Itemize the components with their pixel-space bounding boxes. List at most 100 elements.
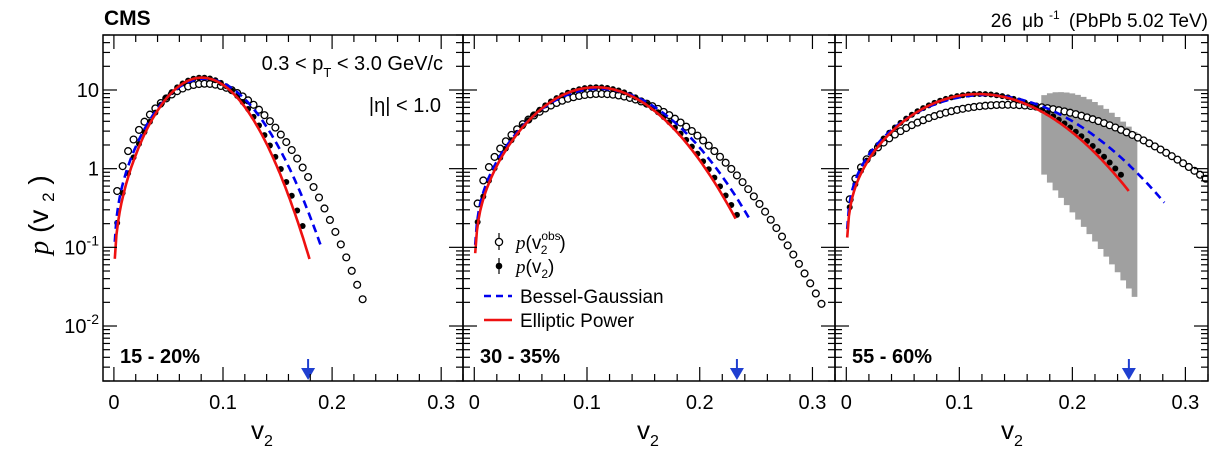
y-axis-title: p (v 2 ) xyxy=(23,175,60,256)
obs-point xyxy=(267,118,274,125)
centrality-label: 15 - 20% xyxy=(120,346,200,368)
uncertainty-band xyxy=(1041,92,1137,297)
legend-obs-sup: obs xyxy=(541,229,560,243)
x-tick-label: 0.2 xyxy=(686,392,714,414)
obs-point xyxy=(316,194,323,201)
x-tick-label: 0.3 xyxy=(427,392,455,414)
obs-point xyxy=(480,177,487,184)
obs-point xyxy=(332,229,339,236)
obs-point xyxy=(784,242,791,249)
obs-point xyxy=(739,179,746,186)
panel-frame xyxy=(463,35,835,381)
panel-2: 0 0.1 0.2 0.3 30 - 35% xyxy=(463,35,835,414)
obs-point xyxy=(294,155,301,162)
legend-obs-sub: 2 xyxy=(541,243,548,257)
obs-point xyxy=(288,147,295,154)
obs-point xyxy=(722,159,729,166)
svg-text:v2: v2 xyxy=(1001,415,1023,450)
x-tick-label: 0.1 xyxy=(573,392,601,414)
x-tick-label: 0.1 xyxy=(209,392,237,414)
obs-point xyxy=(801,270,808,277)
legend-obs-arg: (v xyxy=(526,233,542,254)
plot-area xyxy=(846,91,1209,297)
y-axis-func: p xyxy=(24,241,55,257)
centrality-label: 55 - 60% xyxy=(852,346,932,368)
x-tick-label: 0.3 xyxy=(799,392,827,414)
obs-point xyxy=(343,254,350,261)
pt-cut-sub: T xyxy=(323,65,331,80)
legend: p(vobs 2) p(v2) Bessel-Gaussian Elliptic … xyxy=(484,229,664,332)
lumi-system: (PbPb 5.02 TeV) xyxy=(1069,11,1208,32)
legend-unf-func: p xyxy=(514,257,526,278)
obs-point xyxy=(711,148,718,155)
svg-text:p(v2): p(v2) xyxy=(514,257,554,281)
x-axis-base: v xyxy=(251,415,264,445)
obs-point xyxy=(790,251,797,258)
elliptic-power-curve xyxy=(475,87,735,253)
obs-point xyxy=(119,163,126,170)
pt-cut-right: < 3.0 GeV/c xyxy=(331,53,443,75)
obs-point xyxy=(750,193,757,200)
obs-point xyxy=(321,205,328,212)
y-tick-label: 10 xyxy=(77,80,99,102)
svg-text:26 μb -1 (Pb: 26 μb -1 (PbPb 5.02 TeV) xyxy=(991,3,1208,32)
y-tick-label: 10-1 xyxy=(64,232,99,259)
x-axis-base: v xyxy=(637,415,650,445)
obs-point xyxy=(762,208,769,215)
obs-point xyxy=(130,136,137,143)
obs-point xyxy=(773,225,780,232)
obs-point xyxy=(818,300,825,307)
obs-point xyxy=(700,137,707,144)
obs-point xyxy=(337,241,344,248)
obs-point xyxy=(114,188,121,195)
x-tick-label: 0.2 xyxy=(318,392,346,414)
obs-point xyxy=(354,281,361,288)
obs-point xyxy=(717,153,724,160)
obs-point xyxy=(359,296,366,303)
y-axis-close: ) xyxy=(23,175,54,184)
obs-point xyxy=(283,139,290,146)
limit-arrow xyxy=(301,368,315,380)
unfolded-point xyxy=(1118,172,1124,178)
legend-obs-close: ) xyxy=(559,233,565,254)
eta-cut-label: |η| < 1.0 xyxy=(369,95,441,117)
svg-text:v2: v2 xyxy=(637,415,659,450)
legend-bessel-gaussian: Bessel-Gaussian xyxy=(484,287,664,308)
limit-arrow xyxy=(1122,368,1136,380)
obs-point xyxy=(272,124,279,131)
obs-point xyxy=(756,201,763,208)
pt-cut-left: 0.3 < p xyxy=(262,53,324,75)
obs-point xyxy=(327,217,334,224)
x-axis-base: v xyxy=(1001,415,1014,445)
x-tick-label: 0 xyxy=(469,392,480,414)
svg-text:v2: v2 xyxy=(251,415,273,450)
y-tick-label: 1 xyxy=(88,159,99,181)
luminosity-label: 26 μb -1 (PbPb 5.02 TeV) xyxy=(991,3,1208,32)
x-tick-label: 0.1 xyxy=(945,392,973,414)
svg-text:p (v 2 ): p (v 2 ) xyxy=(23,175,60,256)
obs-point xyxy=(136,127,143,134)
x-tick-label: 0 xyxy=(108,392,119,414)
x-axis-title-1: v2 xyxy=(251,415,273,450)
obs-point xyxy=(767,216,774,223)
experiment-label: CMS xyxy=(104,7,151,30)
panel-3: 0 0.1 0.2 0.3 55 - 60% xyxy=(835,35,1209,414)
obs-point xyxy=(497,145,504,152)
legend-ep-label: Elliptic Power xyxy=(520,311,635,332)
y-tick-label: 10-2 xyxy=(64,311,99,338)
legend-unf-arg: (v xyxy=(526,257,542,278)
obs-point xyxy=(734,172,741,179)
obs-point xyxy=(812,290,819,297)
x-tick-label: 0.2 xyxy=(1058,392,1086,414)
centrality-label: 30 - 35% xyxy=(480,346,560,368)
obs-point xyxy=(277,131,284,138)
lumi-exp: -1 xyxy=(1049,8,1060,22)
obs-point xyxy=(125,148,132,155)
obs-point xyxy=(807,280,814,287)
panels: 0 0.1 0.2 0.3 10 1 10-1 10-2 15 - 20% 0 0.1 0.2 0.3 3… xyxy=(64,35,1209,414)
legend-unfolded: p(v2) xyxy=(496,257,555,281)
plot-area xyxy=(114,75,366,303)
lumi-value: 26 xyxy=(991,11,1012,32)
obs-point xyxy=(491,154,498,161)
